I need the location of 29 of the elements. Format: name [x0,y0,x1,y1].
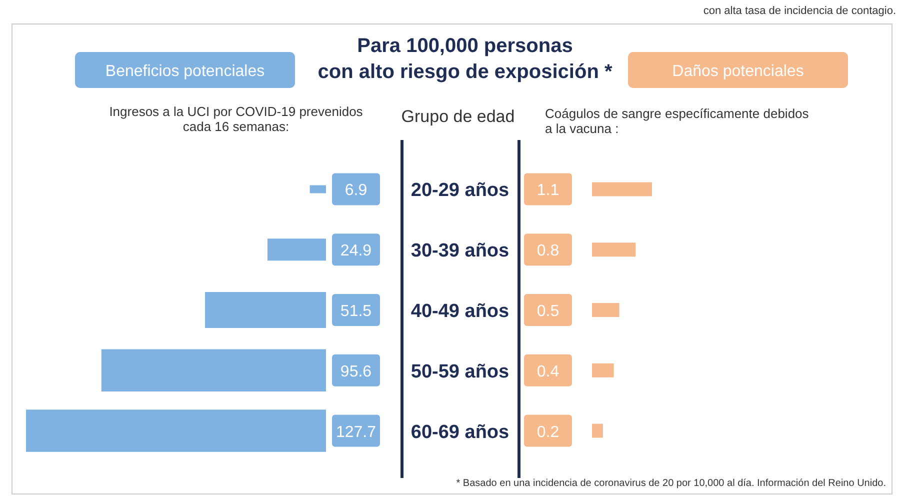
text: Coágulos de sangre específicamente debidos a la vacuna : [545,106,810,136]
bar [205,292,326,328]
y-tick-label: 50-59 años [410,361,510,382]
data-label: 51.5 [340,303,372,320]
data-label: 0.2 [536,424,560,441]
bar [592,303,620,317]
bar [592,182,652,196]
y-tick-label: 40-49 años [410,301,510,322]
bar [592,242,636,257]
text: Daños potenciales [672,63,804,80]
text: con alta tasa de incidencia de contagio. [703,5,896,17]
y-tick-label: 60-69 años [410,422,510,443]
text: Beneficios potenciales [105,63,265,80]
bar [592,363,614,378]
data-label: 0.8 [536,242,560,260]
bar [592,424,603,438]
data-label: 0.4 [536,363,560,380]
data-label: 6.9 [344,182,368,200]
data-label: 95.6 [340,363,372,380]
data-label: 0.5 [536,303,560,320]
data-label: 1.1 [536,182,560,200]
y-tick-label: 30-39 años [410,240,510,262]
y-tick-label: 20-29 años [410,180,510,202]
data-label: 24.9 [340,242,372,260]
y-axis-title: Grupo de edad [401,107,515,126]
text: * Basado en una incidencia de coronavirus de 20 por 10,000 al día. Información del Reino Unido. [456,478,886,489]
text: Para 100,000 personas con alto riesgo de exposición * [318,35,612,83]
data-label: 127.7 [336,424,376,441]
text: Ingresos a la UCI por COVID-19 prevenidos cada 16 semanas: [109,104,364,134]
